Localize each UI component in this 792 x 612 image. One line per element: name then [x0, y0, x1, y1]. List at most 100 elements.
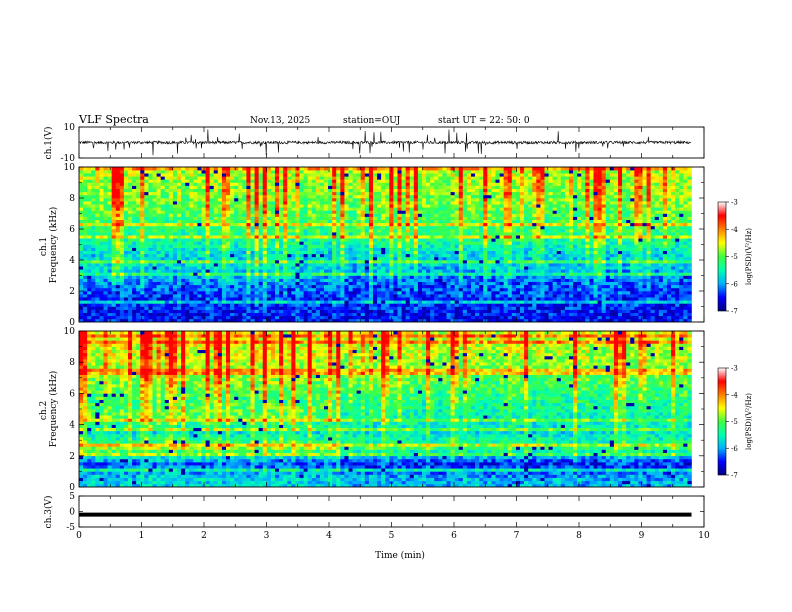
spectrogram-cell: [185, 253, 190, 258]
spectrogram-cell: [99, 303, 104, 307]
spectrogram-cell: [160, 232, 166, 236]
spectrogram-cell: [279, 281, 284, 286]
spectrogram-cell: [270, 229, 276, 233]
spectrogram-cell: [83, 260, 88, 264]
spectrogram-cell: [246, 284, 251, 289]
spectrogram-cell: [128, 210, 133, 214]
spectrogram-cell: [181, 219, 186, 224]
spectrogram-cell: [340, 173, 345, 177]
spectrogram-cell: [450, 315, 455, 320]
spectrogram-cell: [152, 207, 157, 211]
spectrogram-cell: [189, 284, 194, 289]
spectrogram-cell: [299, 278, 304, 282]
spectrogram-cell: [458, 281, 464, 286]
spectrogram-cell: [107, 247, 112, 251]
spectrogram-cell: [160, 207, 166, 211]
spectrogram-cell: [446, 281, 451, 286]
spectrogram-cell: [332, 219, 337, 224]
spectrogram-cell: [438, 207, 443, 211]
spectrogram-cell: [471, 303, 476, 307]
spectrogram-cell: [422, 272, 427, 276]
spectrogram-cell: [262, 207, 268, 211]
spectrogram-cell: [385, 244, 390, 248]
spectrogram-cell: [209, 281, 215, 286]
spectrogram-cell: [409, 241, 415, 245]
spectrogram-cell: [315, 235, 321, 239]
spectrogram-cell: [266, 173, 272, 177]
spectrogram-cell: [132, 232, 137, 236]
spectrogram-cell: [221, 244, 227, 248]
spectrogram-cell: [442, 318, 447, 322]
spectrogram-cell: [152, 167, 157, 171]
spectrogram-cell: [356, 210, 362, 214]
spectrogram-cell: [307, 256, 313, 261]
spectrogram-cell: [119, 232, 125, 236]
spectrogram-cell: [140, 225, 145, 230]
spectrogram-cell: [99, 315, 104, 320]
spectrogram-cell: [144, 232, 149, 236]
spectrogram-cell: [258, 281, 264, 286]
spectrogram-cell: [434, 250, 439, 255]
spectrogram-cell: [319, 194, 325, 199]
spectrogram-cell: [307, 232, 313, 236]
spectrogram-cell: [168, 241, 174, 245]
spectrogram-cell: [217, 253, 223, 258]
spectrogram-cell: [426, 256, 431, 261]
spectrogram-cell: [360, 247, 366, 251]
spectrogram-cell: [426, 309, 431, 313]
spectrogram-cell: [83, 182, 88, 186]
spectrogram-cell: [393, 247, 398, 251]
spectrogram-cell: [140, 176, 145, 180]
spectrogram-cell: [91, 303, 96, 307]
spectrogram-cell: [303, 201, 308, 205]
spectrogram-cell: [279, 306, 284, 310]
spectrogram-cell: [258, 176, 264, 180]
spectrogram-cell: [275, 269, 280, 273]
spectrogram-cell: [168, 204, 174, 208]
spectrogram-cell: [368, 294, 374, 298]
spectrogram-cell: [181, 306, 186, 310]
spectrogram-cell: [389, 303, 394, 307]
spectrogram-cell: [111, 170, 117, 174]
spectrogram-cell: [209, 188, 215, 193]
spectrogram-cell: [401, 170, 406, 174]
spectrogram-cell: [466, 170, 472, 174]
spectrogram-cell: [250, 284, 255, 289]
spectrogram-cell: [422, 185, 427, 189]
spectrogram-cell: [140, 198, 145, 202]
spectrogram-cell: [291, 241, 296, 245]
spectrogram-cell: [132, 272, 137, 276]
spectrogram-cell: [454, 260, 460, 264]
spectrogram-cell: [324, 312, 329, 317]
spectrogram-cell: [328, 260, 333, 264]
spectrogram-cell: [238, 182, 243, 186]
spectrogram-cell: [422, 232, 427, 236]
spectrogram-cell: [393, 318, 398, 322]
spectrogram-cell: [115, 204, 121, 208]
spectrogram-cell: [242, 222, 247, 227]
spectrogram-cell: [315, 204, 321, 208]
spectrogram-cell: [119, 238, 125, 242]
spectrogram-cell: [99, 287, 104, 292]
spectrogram-cell: [213, 179, 219, 183]
spectrogram-cell: [446, 170, 451, 174]
spectrogram-cell: [205, 170, 210, 174]
spectrogram-cell: [270, 275, 276, 279]
spectrogram-cell: [319, 207, 325, 211]
spectrogram-cell: [364, 253, 370, 258]
spectrogram-cell: [332, 309, 337, 313]
spectrogram-cell: [177, 225, 182, 230]
spectrogram-cell: [226, 294, 231, 298]
spectrogram-cell: [140, 300, 145, 304]
spectrogram-cell: [144, 253, 149, 258]
spectrogram-cell: [356, 241, 362, 245]
spectrogram-cell: [205, 191, 210, 196]
spectrogram-cell: [193, 309, 198, 313]
spectrogram-cell: [197, 263, 202, 267]
spectrogram-cell: [446, 312, 451, 317]
spectrogram-cell: [209, 235, 215, 239]
spectrogram-cell: [160, 256, 166, 261]
spectrogram-cell: [115, 229, 121, 233]
spectrogram-cell: [426, 244, 431, 248]
spectrogram-cell: [115, 185, 121, 189]
